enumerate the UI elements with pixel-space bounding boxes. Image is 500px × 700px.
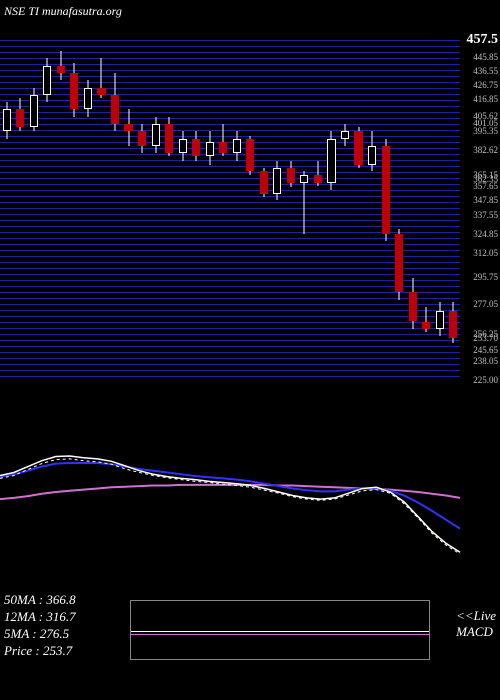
chart-title: NSE TI munafasutra.org [4,4,122,19]
ma50-stat: 50MA : 366.8 [4,592,76,609]
candle [124,40,132,380]
ma-lines-svg [0,440,500,570]
candle [206,40,214,380]
candlestick-panel: 457.5445.85436.55426.75416.85405.62401.0… [0,40,500,380]
candle [436,40,444,380]
candle [354,40,362,380]
candle [43,40,51,380]
macd-line [131,634,429,635]
candle [409,40,417,380]
candlestick-series [0,40,460,380]
candle [165,40,173,380]
candle [97,40,105,380]
macd-label-macd: MACD [456,624,496,640]
candle [192,40,200,380]
ma5-stat: 5MA : 276.5 [4,626,76,643]
candle [260,40,268,380]
ma12-stat: 12MA : 316.7 [4,609,76,626]
candle [368,40,376,380]
price-axis: 457.5445.85436.55426.75416.85405.62401.0… [460,40,498,380]
candle [179,40,187,380]
candle [395,40,403,380]
candle [138,40,146,380]
candle [300,40,308,380]
candle [3,40,11,380]
moving-average-panel [0,440,500,570]
candle [382,40,390,380]
stats-block: 50MA : 366.8 12MA : 316.7 5MA : 276.5 Pr… [4,592,76,660]
candle [219,40,227,380]
macd-label: <<Live MACD [456,608,496,640]
candle [327,40,335,380]
macd-label-live: <<Live [456,608,496,624]
candle [111,40,119,380]
candle [449,40,457,380]
candle [246,40,254,380]
candle [341,40,349,380]
price-stat: Price : 253.7 [4,643,76,660]
candle [70,40,78,380]
candle [273,40,281,380]
candle [314,40,322,380]
candle [233,40,241,380]
macd-inset [130,600,430,660]
candle [57,40,65,380]
candle [422,40,430,380]
candle [84,40,92,380]
candle [152,40,160,380]
macd-signal-line [131,631,429,632]
chart-root: NSE TI munafasutra.org 457.5445.85436.55… [0,0,500,700]
candle [16,40,24,380]
candle [287,40,295,380]
candle [30,40,38,380]
